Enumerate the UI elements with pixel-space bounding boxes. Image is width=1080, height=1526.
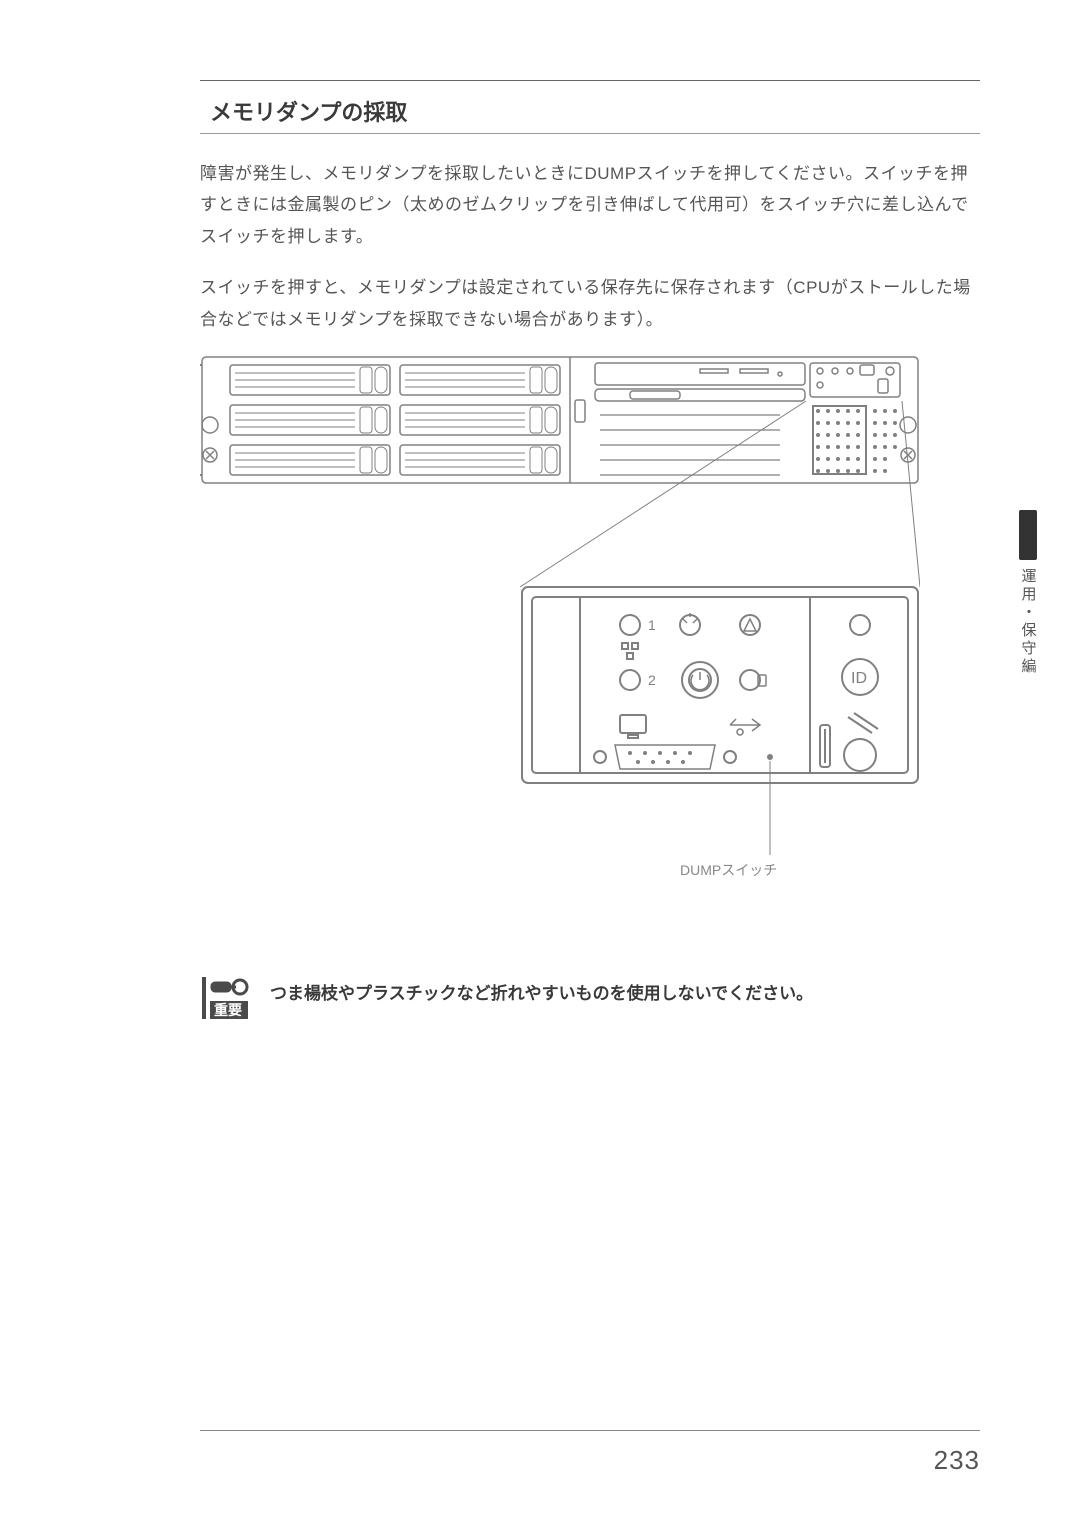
important-icon: 重要 xyxy=(200,975,250,1026)
page-content: メモリダンプの採取 障害が発生し、メモリダンプを採取したいときにDUMPスイッチ… xyxy=(0,0,1080,1526)
side-tab-marker xyxy=(1019,510,1037,560)
paragraph-2: スイッチを押すと、メモリダンプは設定されている保存先に保存されます（CPUがスト… xyxy=(200,272,980,335)
important-note: 重要 つま楊枝やプラスチックなど折れやすいものを使用しないでください。 xyxy=(200,975,980,1026)
important-text: つま楊枝やプラスチックなど折れやすいものを使用しないでください。 xyxy=(270,975,813,1004)
svg-text:重要: 重要 xyxy=(214,1002,242,1018)
top-rule xyxy=(200,80,980,81)
title-underline xyxy=(200,133,980,134)
callout-line xyxy=(520,585,920,865)
paragraph-1: 障害が発生し、メモリダンプを採取したいときにDUMPスイッチを押してください。ス… xyxy=(200,158,980,252)
bottom-rule xyxy=(200,1430,980,1431)
zoom-lines xyxy=(200,355,920,605)
side-tab: 運用・保守編 xyxy=(1016,510,1040,680)
figure-area: 1 2 xyxy=(200,355,980,915)
dump-switch-label: DUMPスイッチ xyxy=(680,860,777,880)
side-tab-label: 運用・保守編 xyxy=(1018,568,1039,676)
page-number: 233 xyxy=(934,1445,980,1476)
section-title: メモリダンプの採取 xyxy=(200,95,980,127)
